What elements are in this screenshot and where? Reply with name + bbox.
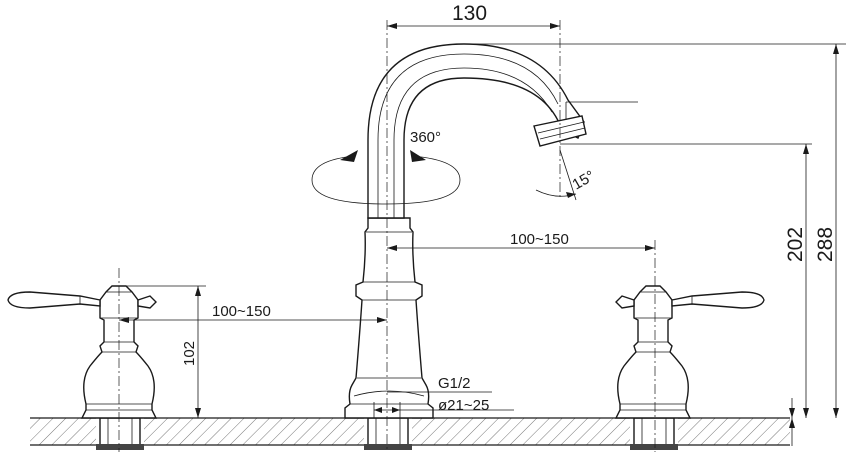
centerlines — [118, 20, 656, 452]
dim-counter-thickness — [789, 398, 795, 446]
shank-right — [630, 417, 678, 450]
outlet-leader — [565, 101, 638, 120]
countertop — [30, 417, 790, 446]
dim-handle-height: 102 — [119, 285, 206, 418]
dim-outlet-height: 202 — [560, 143, 812, 418]
rotation-indicator: 360° — [311, 129, 461, 205]
spacing-left-label: 100~150 — [212, 303, 271, 320]
dim-spout-angle: 15° — [535, 149, 598, 201]
dim-spout-reach: 130 — [387, 2, 560, 29]
spout-reach-label: 130 — [452, 2, 487, 25]
rotation-label: 360° — [410, 129, 441, 146]
spacing-right-label: 100~150 — [510, 231, 569, 248]
dim-total-height: 288 — [464, 43, 846, 418]
total-height-label: 288 — [814, 227, 837, 262]
gooseneck-spout — [367, 43, 587, 219]
thread-label: G1/2 — [438, 375, 471, 392]
dim-spacing-left: 100~150 — [119, 303, 387, 323]
right-handle — [614, 285, 765, 419]
shank-left — [96, 417, 144, 450]
spout-body — [344, 217, 434, 419]
outlet-height-label: 202 — [784, 227, 807, 262]
dim-hole-diameter: ø21~25 — [373, 397, 514, 418]
handle-height-label: 102 — [181, 341, 198, 366]
left-handle — [7, 285, 158, 419]
spout-angle-label: 15° — [570, 167, 598, 193]
shank-center — [364, 417, 412, 450]
dim-thread: G1/2 — [387, 375, 492, 393]
dim-spacing-right: 100~150 — [387, 231, 655, 251]
hole-diameter-label: ø21~25 — [438, 397, 489, 414]
